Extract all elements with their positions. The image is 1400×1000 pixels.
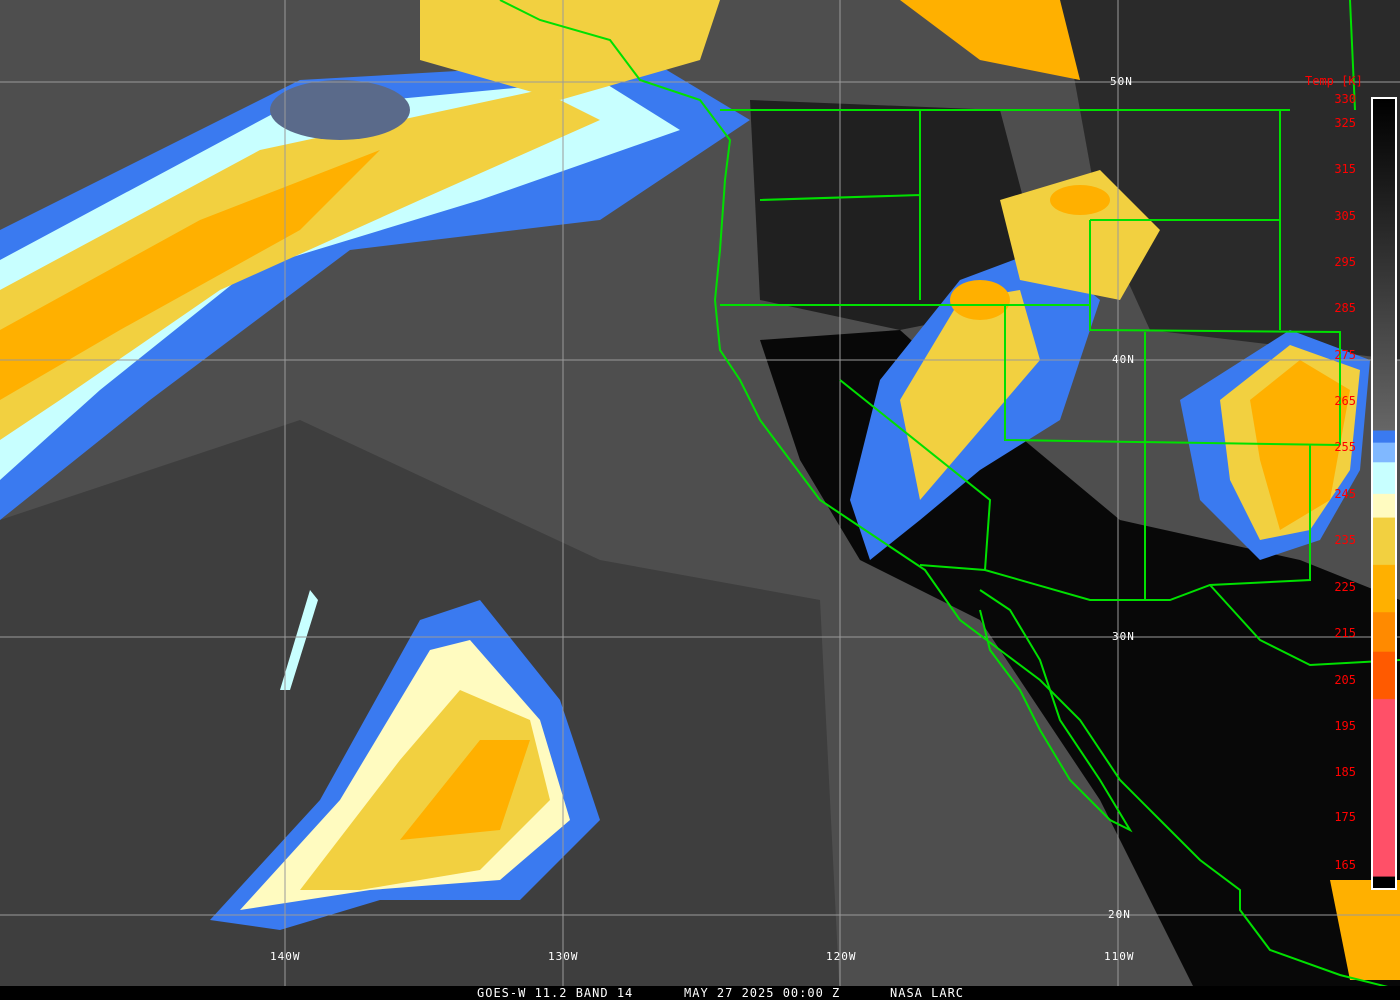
lon-label-110w: 110W [1104, 950, 1135, 963]
colorbar-tick-label: 265 [1334, 394, 1356, 408]
lat-label-40n: 40N [1112, 353, 1135, 366]
lat-label-20n: 20N [1108, 908, 1131, 921]
colorbar-tick-label: 285 [1334, 301, 1356, 315]
colorbar-tick-label: 165 [1334, 858, 1356, 872]
colorbar-tick-label: 295 [1334, 255, 1356, 269]
caption-datetime: MAY 27 2025 00:00 Z [684, 986, 841, 1000]
colorbar-tick-label: 255 [1334, 440, 1356, 454]
colorbar-tick-label: 245 [1334, 487, 1356, 501]
coastlines-borders [499, 0, 1400, 991]
cloud-band-top [420, 0, 1080, 100]
lon-label-120w: 120W [826, 950, 857, 963]
colorbar-tick-label: 185 [1334, 765, 1356, 779]
colorbar-tick-label: 195 [1334, 719, 1356, 733]
colorbar-tick-label: 305 [1334, 209, 1356, 223]
cloud-cluster-southwest [210, 590, 600, 930]
image-caption-bar: GOES-W 11.2 BAND 14 MAY 27 2025 00:00 Z … [0, 986, 1400, 1000]
colorbar-tick-label: 315 [1334, 162, 1356, 176]
colorbar-tick-label: 325 [1334, 116, 1356, 130]
colorbar-tick-label: 205 [1334, 673, 1356, 687]
colorbar-title: Temp [K] [1305, 74, 1363, 88]
colorbar-tick-label: 215 [1334, 626, 1356, 640]
lon-label-130w: 130W [548, 950, 579, 963]
land-region-north [1060, 0, 1400, 360]
colorbar-tick-label: 225 [1334, 580, 1356, 594]
colorbar-tick-label: 275 [1334, 348, 1356, 362]
colorbar [1373, 99, 1395, 888]
colorbar-tick-label: 235 [1334, 533, 1356, 547]
lon-label-140w: 140W [270, 950, 301, 963]
lat-label-30n: 30N [1112, 630, 1135, 643]
lat-label-50n: 50N [1110, 75, 1133, 88]
caption-source: NASA LARC [890, 986, 965, 1000]
colorbar-tick-label: 175 [1334, 810, 1356, 824]
colorbar-tick-label: 330 [1334, 92, 1356, 106]
land-region-northwest [750, 100, 1050, 330]
caption-satellite: GOES-W 11.2 BAND 14 [477, 986, 634, 1000]
